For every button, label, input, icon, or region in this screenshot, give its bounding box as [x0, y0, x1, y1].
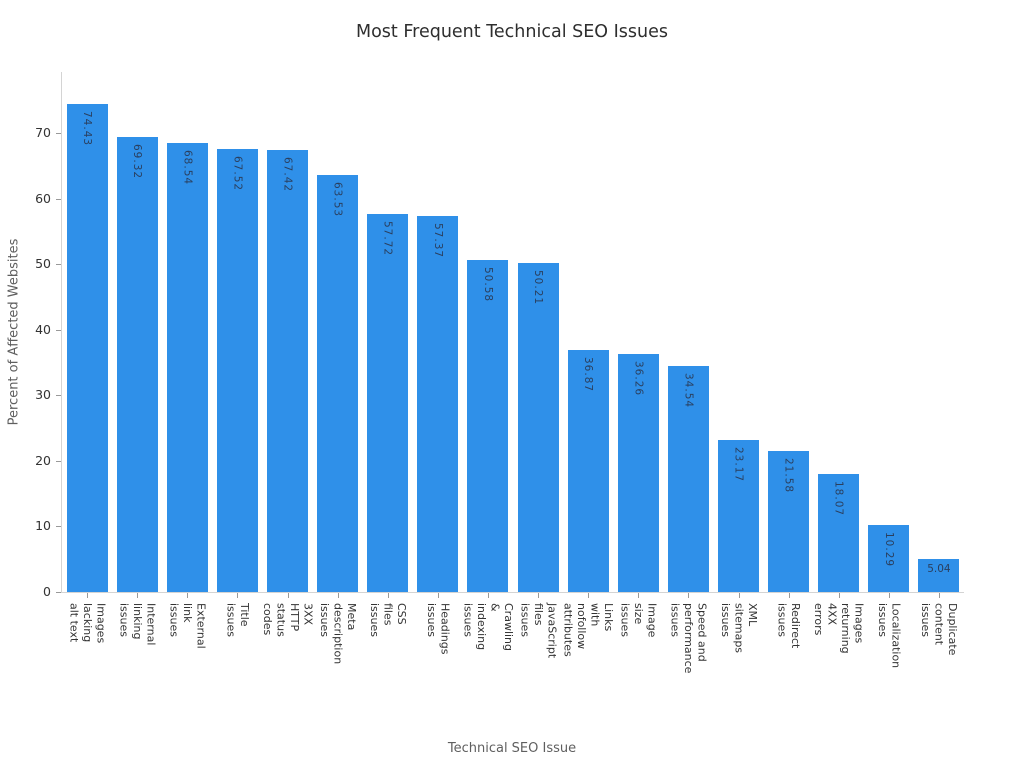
y-tick-label: 40	[35, 321, 51, 337]
x-category-label: Meta description issues	[317, 603, 358, 665]
bar-9[interactable]: 50.21	[517, 262, 559, 592]
x-tick-mark	[588, 593, 590, 598]
bar-14[interactable]: 21.58	[768, 450, 810, 592]
x-category-label: Crawling & indexing issues	[461, 603, 515, 652]
bar-16[interactable]: 10.29	[868, 524, 910, 592]
y-tick-label: 60	[35, 190, 51, 206]
y-tick-label: 10	[35, 518, 51, 534]
x-tick-mark	[838, 593, 840, 598]
bar-value-label: 5.04	[927, 562, 951, 575]
x-category-label: Images lacking alt text	[67, 603, 108, 644]
x-category-label: Duplicate content issues	[919, 603, 960, 656]
bar-10[interactable]: 36.87	[567, 350, 609, 592]
bar-2[interactable]: 68.54	[166, 142, 208, 592]
x-category-label: 3XX HTTP status codes	[261, 603, 315, 637]
x-category-label: Redirect issues	[775, 603, 803, 649]
bar-value-label: 67.52	[231, 156, 244, 192]
bar-7[interactable]: 57.37	[417, 215, 459, 592]
bar-6[interactable]: 57.72	[367, 213, 409, 592]
bar-12[interactable]: 34.54	[667, 365, 709, 592]
x-category-label: Localization issues	[875, 603, 903, 669]
x-tick-mark	[538, 593, 540, 598]
x-tick-mark	[938, 593, 940, 598]
y-tick-mark	[56, 132, 61, 134]
x-tick-mark	[688, 593, 690, 598]
bar-value-label: 68.54	[181, 149, 194, 185]
x-category-label: Title issues	[224, 603, 251, 637]
bar-value-label: 34.54	[682, 372, 695, 408]
x-category-label: CSS files issues	[367, 603, 408, 637]
bar-17[interactable]: 5.04	[918, 558, 960, 592]
bar-value-label: 69.32	[131, 144, 144, 180]
x-tick-mark	[87, 593, 89, 598]
x-tick-mark	[187, 593, 189, 598]
x-tick-mark	[888, 593, 890, 598]
x-tick-mark	[738, 593, 740, 598]
y-tick-mark	[56, 198, 61, 200]
y-tick-mark	[56, 592, 61, 593]
x-tick-mark	[638, 593, 640, 598]
y-tick-mark	[56, 460, 61, 462]
x-category-label: JavaScript files issues	[518, 603, 559, 659]
bar-11[interactable]: 36.26	[617, 354, 659, 592]
x-tick-mark	[788, 593, 790, 598]
y-tick-label: 50	[35, 256, 51, 272]
bar-value-label: 74.43	[81, 110, 94, 146]
x-category-label: Internal linking issues	[117, 603, 158, 646]
bar-value-label: 67.42	[281, 156, 294, 192]
bar-15[interactable]: 18.07	[818, 473, 860, 592]
bar-value-label: 57.72	[381, 220, 394, 256]
bar-13[interactable]: 23.17	[718, 440, 759, 592]
x-category-label: Headings issues	[424, 603, 452, 655]
bar-value-label: 23.17	[732, 447, 745, 483]
x-tick-mark	[287, 593, 289, 598]
bar-value-label: 57.37	[431, 222, 444, 258]
y-tick-mark	[56, 395, 61, 397]
x-tick-mark	[437, 593, 439, 598]
x-tick-mark	[387, 593, 389, 598]
x-category-label: External link issues	[167, 603, 208, 649]
x-tick-mark	[487, 593, 489, 598]
y-tick-label: 70	[35, 124, 51, 140]
x-category-label: Image size issues	[618, 603, 659, 638]
y-tick-mark	[56, 526, 61, 528]
bar-3[interactable]: 67.52	[216, 149, 258, 592]
y-tick-label: 0	[43, 584, 51, 599]
x-tick-mark	[137, 593, 139, 598]
x-category-label: XML sitemaps issues	[718, 603, 759, 654]
bar-5[interactable]: 63.53	[317, 175, 359, 592]
plot-area: 74.43 Images lacking alt text 69.32 Interna…	[35, 72, 964, 673]
x-category-label: Links with nofollow attributes	[561, 603, 616, 657]
y-tick-mark	[56, 329, 61, 331]
bar-value-label: 36.87	[582, 357, 595, 393]
x-category-label: Images returning 4XX errors	[812, 603, 866, 654]
bar-value-label: 50.58	[481, 267, 494, 303]
bar-value-label: 21.58	[782, 457, 795, 493]
x-tick-mark	[237, 593, 239, 598]
bar-0[interactable]: 74.43	[66, 103, 108, 592]
x-axis-title: Technical SEO Issue	[447, 741, 577, 756]
bar-value-label: 50.21	[532, 269, 545, 305]
bar-value-label: 18.07	[832, 480, 845, 516]
bar-8[interactable]: 50.58	[467, 260, 509, 592]
x-tick-mark	[337, 593, 339, 598]
y-tick-label: 20	[35, 452, 51, 468]
y-tick-mark	[56, 264, 61, 266]
bar-4[interactable]: 67.42	[267, 149, 308, 592]
bar-value-label: 36.26	[632, 361, 645, 397]
x-category-label: Speed and performance issues	[668, 603, 709, 674]
chart-title: Most Frequent Technical SEO Issues	[356, 22, 668, 42]
bar-value-label: 63.53	[331, 182, 344, 218]
bar-1[interactable]: 69.32	[116, 137, 158, 592]
y-tick-label: 30	[35, 387, 51, 403]
bar-value-label: 10.29	[882, 531, 895, 567]
